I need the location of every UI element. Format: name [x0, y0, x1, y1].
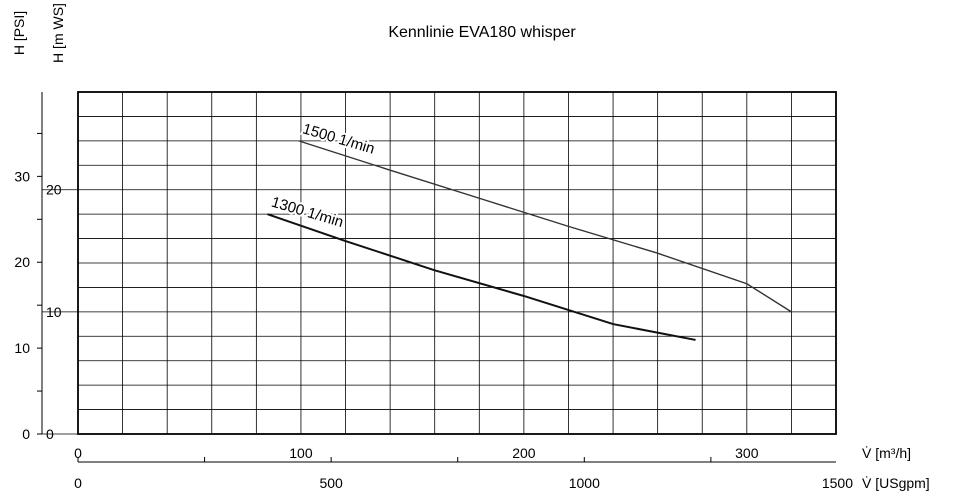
- psi-tick-label: 20: [14, 254, 30, 270]
- grid-lines: [77, 91, 837, 435]
- usgpm-tick-label: 0: [74, 475, 82, 491]
- mws-tick-label: 20: [46, 182, 62, 198]
- mws-tick-label: 0: [46, 426, 54, 442]
- m3h-tick-label: 300: [735, 445, 759, 461]
- m3h-tick-label: 0: [74, 445, 82, 461]
- chart-title: Kennlinie EVA180 whisper: [388, 24, 576, 41]
- series-line: [298, 140, 792, 313]
- x-axis-label-m3h: V̇ [m³/h]: [862, 445, 911, 461]
- series-line: [267, 213, 696, 341]
- plot-frame: [77, 91, 837, 435]
- psi-tick-label: 10: [14, 340, 30, 356]
- series-label: 1500 1/min: [301, 120, 377, 157]
- m3h-tick-label: 100: [289, 445, 313, 461]
- usgpm-tick-label: 1000: [569, 475, 600, 491]
- y-axis-label-psi: H [PSI]: [11, 11, 27, 55]
- psi-tick-label: 30: [14, 168, 30, 184]
- usgpm-tick-label: 500: [319, 475, 343, 491]
- psi-tick-label: 0: [22, 426, 30, 442]
- data-series: 1500 1/min 1300 1/min: [267, 118, 792, 341]
- x-axis-label-usgpm: V̇ [USgpm]: [862, 475, 930, 491]
- usgpm-tick-label: 1500: [822, 475, 853, 491]
- m3h-tick-label: 200: [512, 445, 536, 461]
- mws-tick-label: 10: [46, 304, 62, 320]
- y-axis-label-mws: H [m WS]: [50, 3, 66, 63]
- series-label: 1300 1/min: [269, 194, 345, 231]
